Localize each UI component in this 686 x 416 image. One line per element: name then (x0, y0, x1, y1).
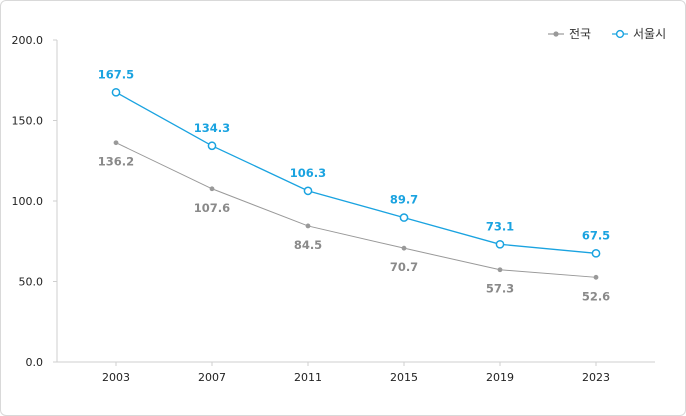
data-label: 106.3 (290, 166, 326, 180)
data-point (401, 245, 407, 251)
series-layer: 136.2 107.6 84.5 70.7 57.3 52.6 167.5 134.3 106.… (98, 67, 610, 303)
data-label: 57.3 (486, 282, 514, 296)
y-tick-label: 200.0 (12, 34, 44, 47)
legend-label: 전국 (569, 27, 591, 41)
data-label: 52.6 (582, 289, 610, 303)
x-tick-labels: 2003 2007 2011 2015 2019 2023 (102, 362, 610, 384)
data-point (303, 186, 313, 196)
data-label: 67.5 (582, 228, 610, 242)
y-tick-label: 50.0 (19, 276, 44, 289)
x-tick-label: 2019 (486, 371, 514, 384)
data-point (209, 186, 215, 192)
data-point (495, 239, 505, 249)
series-national: 136.2 107.6 84.5 70.7 57.3 52.6 (98, 140, 610, 303)
data-label: 73.1 (486, 219, 514, 233)
data-label: 134.3 (194, 121, 230, 135)
y-tick-label: 150.0 (12, 115, 44, 128)
data-point (207, 141, 217, 151)
data-label: 136.2 (98, 155, 134, 169)
x-tick-label: 2007 (198, 371, 226, 384)
x-tick-label: 2011 (294, 371, 322, 384)
data-point (399, 213, 409, 222)
legend-item: 전국 (548, 27, 591, 41)
data-label: 70.7 (390, 260, 418, 274)
data-point (591, 248, 601, 258)
x-tick-label: 2023 (582, 371, 610, 384)
y-tick-label: 100.0 (12, 195, 44, 208)
x-tick-label: 2003 (102, 371, 130, 384)
y-tick-labels: 0.0 50.0 100.0 150.0 200.0 (12, 34, 57, 369)
data-label: 84.5 (294, 238, 322, 252)
series-seoul: 167.5 134.3 106.3 89.7 73.1 67.5 (98, 67, 610, 258)
data-point (113, 140, 119, 146)
legend-label: 서울시 (633, 27, 666, 41)
data-label: 107.6 (194, 201, 230, 215)
y-tick-label: 0.0 (26, 356, 44, 369)
data-point (305, 223, 311, 229)
legend-marker (553, 31, 559, 37)
data-label: 167.5 (98, 67, 134, 81)
x-tick-label: 2015 (390, 371, 418, 384)
legend-item: 서울시 (612, 27, 666, 41)
series-line (115, 91, 597, 254)
data-point (593, 274, 599, 280)
series-line (115, 142, 597, 278)
legend-marker (615, 29, 625, 39)
data-point (111, 87, 121, 97)
data-label: 89.7 (390, 193, 418, 207)
data-point (497, 267, 503, 273)
legend: 전국 서울시 (548, 27, 666, 41)
